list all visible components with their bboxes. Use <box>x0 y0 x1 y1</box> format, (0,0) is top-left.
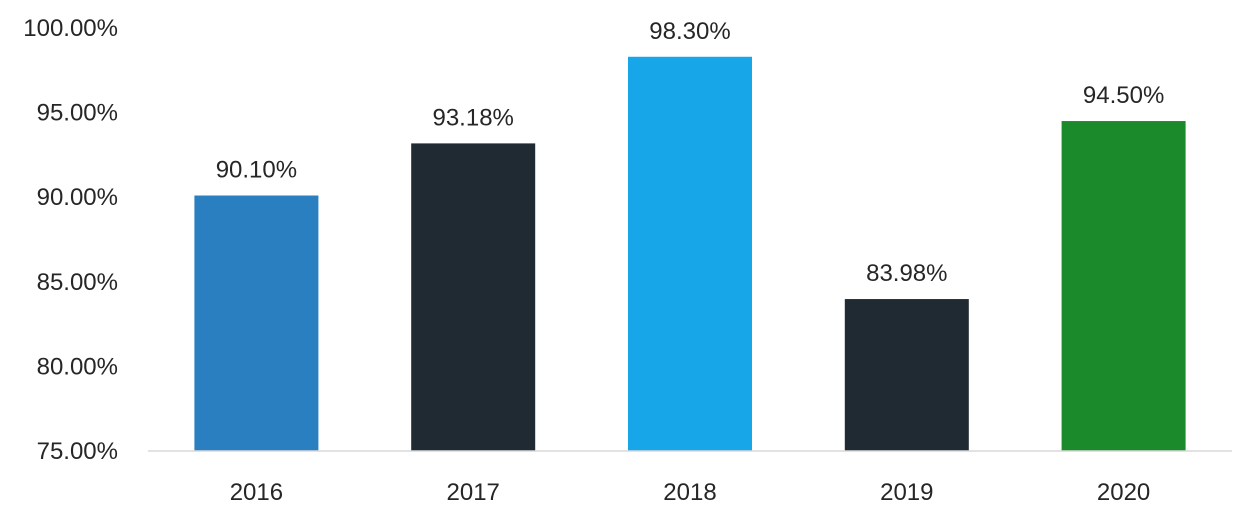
bar-2018 <box>628 56 752 451</box>
x-tick-label-2016: 2016 <box>230 479 283 506</box>
bars <box>194 56 1186 451</box>
x-tick-label-2017: 2017 <box>447 479 500 506</box>
y-tick-label: 80.00% <box>37 353 118 380</box>
y-tick-label: 100.00% <box>23 15 118 42</box>
y-tick-label: 75.00% <box>37 438 118 465</box>
bar-2020 <box>1061 121 1186 451</box>
y-tick-label: 95.00% <box>37 100 118 127</box>
data-label-2016: 90.10% <box>216 157 297 184</box>
bar-2017 <box>411 143 536 451</box>
x-tick-label-2019: 2019 <box>880 479 933 506</box>
x-axis-labels: 2016 2017 2018 2019 2020 <box>230 479 1151 506</box>
data-label-2020: 94.50% <box>1083 82 1164 109</box>
data-label-2019: 83.98% <box>866 260 947 287</box>
data-label-2017: 93.18% <box>432 104 513 131</box>
y-tick-label: 85.00% <box>37 269 118 296</box>
x-tick-label-2020: 2020 <box>1097 479 1150 506</box>
x-tick-label-2018: 2018 <box>663 479 716 506</box>
bar-2016 <box>194 195 319 451</box>
y-tick-label: 90.00% <box>37 184 118 211</box>
data-label-2018: 98.30% <box>649 18 730 45</box>
bar-2019 <box>844 299 969 451</box>
y-axis-labels: 75.00% 80.00% 85.00% 90.00% 95.00% 100.00% <box>23 15 118 465</box>
data-labels: 90.10% 93.18% 98.30% 83.98% 94.50% <box>216 18 1165 287</box>
